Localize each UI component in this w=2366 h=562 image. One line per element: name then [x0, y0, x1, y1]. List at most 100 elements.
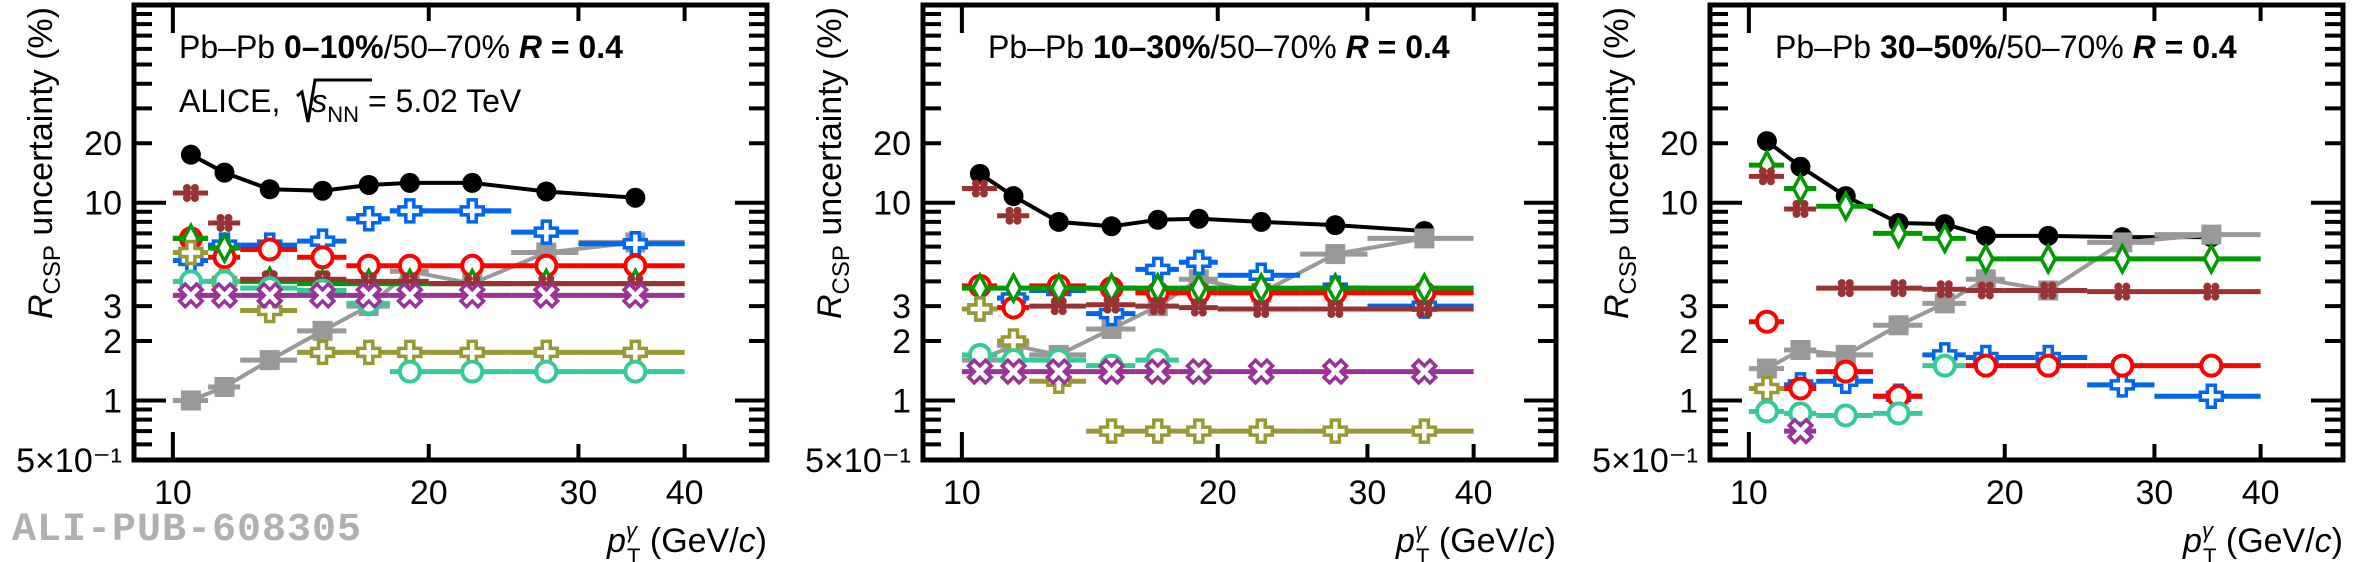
- data-point: [971, 179, 988, 198]
- data-point: [1101, 216, 1122, 237]
- x-tick-label: 10: [154, 474, 192, 512]
- data-point: [255, 281, 284, 310]
- data-point: [1321, 357, 1350, 386]
- data-point: [1189, 271, 1208, 305]
- data-point: [308, 281, 337, 310]
- x-tick-label: 10: [1730, 474, 1768, 512]
- x-tick-label: 20: [1986, 474, 2024, 512]
- data-point: [534, 359, 559, 384]
- data-point: [1327, 300, 1344, 319]
- x-axis-title: pγ T (GeV/c): [2182, 518, 2343, 562]
- data-point: [1758, 167, 1775, 186]
- panel-3: 5×10⁻¹ 1 23 10 20 10 20 30 40 pγ T (GeV/c) RCSP unc…: [1592, 2, 2346, 562]
- data-point: [1186, 418, 1212, 444]
- plot-frame: [920, 2, 1559, 463]
- data-point: [1143, 357, 1172, 386]
- data-point: [1410, 357, 1439, 386]
- data-point: [1977, 281, 1994, 300]
- y-tick-label: 3: [892, 288, 911, 326]
- data-point: [1888, 315, 1909, 336]
- data-point: [210, 281, 239, 310]
- panel-title: Pb–Pb 30–50%/50–70% R = 0.4: [1775, 29, 2237, 65]
- y-tick-label: 2: [892, 323, 911, 361]
- data-point: [1836, 189, 1855, 223]
- data-point: [1186, 249, 1212, 276]
- y-tick-label: 5×10⁻¹: [805, 442, 911, 480]
- data-point: [1414, 228, 1435, 249]
- experiment-label: ALICE, sNN = 5.02 TeV: [179, 83, 522, 127]
- data-point: [1326, 271, 1345, 305]
- data-point: [309, 339, 336, 366]
- data-point: [1786, 417, 1815, 445]
- series-green-diamond: [961, 271, 1474, 305]
- data-point: [2110, 353, 2135, 378]
- data-point: [356, 205, 382, 232]
- data-point: [1044, 357, 1073, 386]
- data-point: [399, 172, 420, 193]
- data-point: [1837, 279, 1854, 298]
- data-point: [1791, 171, 1810, 206]
- data-point: [2036, 353, 2061, 378]
- data-point: [257, 237, 282, 262]
- data-point: [1934, 293, 1955, 314]
- panel-2: 5×10⁻¹ 1 23 10 20 10 20 30 40 pγ T (GeV/c) RCSP unc…: [805, 2, 1559, 562]
- y-tick-label: 20: [873, 125, 911, 163]
- data-point: [1889, 216, 1908, 251]
- y-tick-label: 20: [1660, 125, 1698, 163]
- data-point: [312, 320, 333, 341]
- x-axis-title: pγ T (GeV/c): [1395, 518, 1556, 562]
- x-tick-label: 40: [1455, 474, 1493, 512]
- series-olive-cross: [961, 296, 1474, 444]
- data-point: [1973, 353, 1998, 378]
- data-point: [621, 281, 650, 310]
- data-point: [1416, 300, 1433, 319]
- data-point: [396, 281, 424, 310]
- panel-title: Pb–Pb 10–30%/50–70% R = 0.4: [988, 29, 1450, 65]
- data-point: [1935, 221, 1954, 256]
- series-purple-x: [961, 357, 1474, 386]
- series-brown-clover: [961, 179, 1474, 319]
- x-axis-title: pγ T (GeV/c): [606, 518, 767, 562]
- data-point: [2114, 282, 2131, 301]
- series-blue-cross: [172, 198, 685, 274]
- data-point: [214, 162, 235, 183]
- data-point: [2202, 242, 2221, 276]
- data-point: [2198, 383, 2225, 410]
- data-point: [969, 163, 990, 184]
- y-tick-label: 2: [1679, 323, 1698, 361]
- data-point: [312, 180, 333, 201]
- data-point: [182, 184, 199, 203]
- data-point: [1147, 209, 1168, 230]
- data-point: [1149, 297, 1166, 316]
- x-tick-label: 30: [1349, 474, 1387, 512]
- data-point: [1835, 344, 1856, 365]
- data-point: [458, 281, 487, 310]
- data-point: [1754, 309, 1779, 334]
- series-total: [969, 163, 1435, 241]
- y-tick-label: 1: [892, 382, 911, 420]
- data-point: [1936, 280, 1953, 299]
- data-point: [1097, 357, 1126, 386]
- data-point: [1756, 131, 1777, 152]
- data-point: [1890, 279, 1907, 298]
- data-point: [1190, 298, 1207, 317]
- panel-title: Pb–Pb 0–10%/50–70% R = 0.4: [179, 29, 623, 65]
- data-point: [2201, 224, 2222, 245]
- y-tick-label: 10: [84, 185, 122, 223]
- data-point: [1098, 418, 1125, 444]
- data-point: [180, 390, 201, 411]
- data-point: [625, 187, 646, 208]
- data-point: [216, 213, 233, 232]
- data-point: [1325, 215, 1346, 236]
- data-point: [180, 144, 201, 165]
- data-point: [536, 181, 557, 202]
- data-point: [1145, 418, 1171, 444]
- data-point: [460, 359, 485, 384]
- series-purple-x: [172, 281, 685, 310]
- data-point: [966, 357, 994, 386]
- series-total: [1756, 131, 2222, 248]
- data-point: [1003, 186, 1024, 207]
- data-point: [459, 198, 485, 224]
- data-point: [178, 239, 204, 266]
